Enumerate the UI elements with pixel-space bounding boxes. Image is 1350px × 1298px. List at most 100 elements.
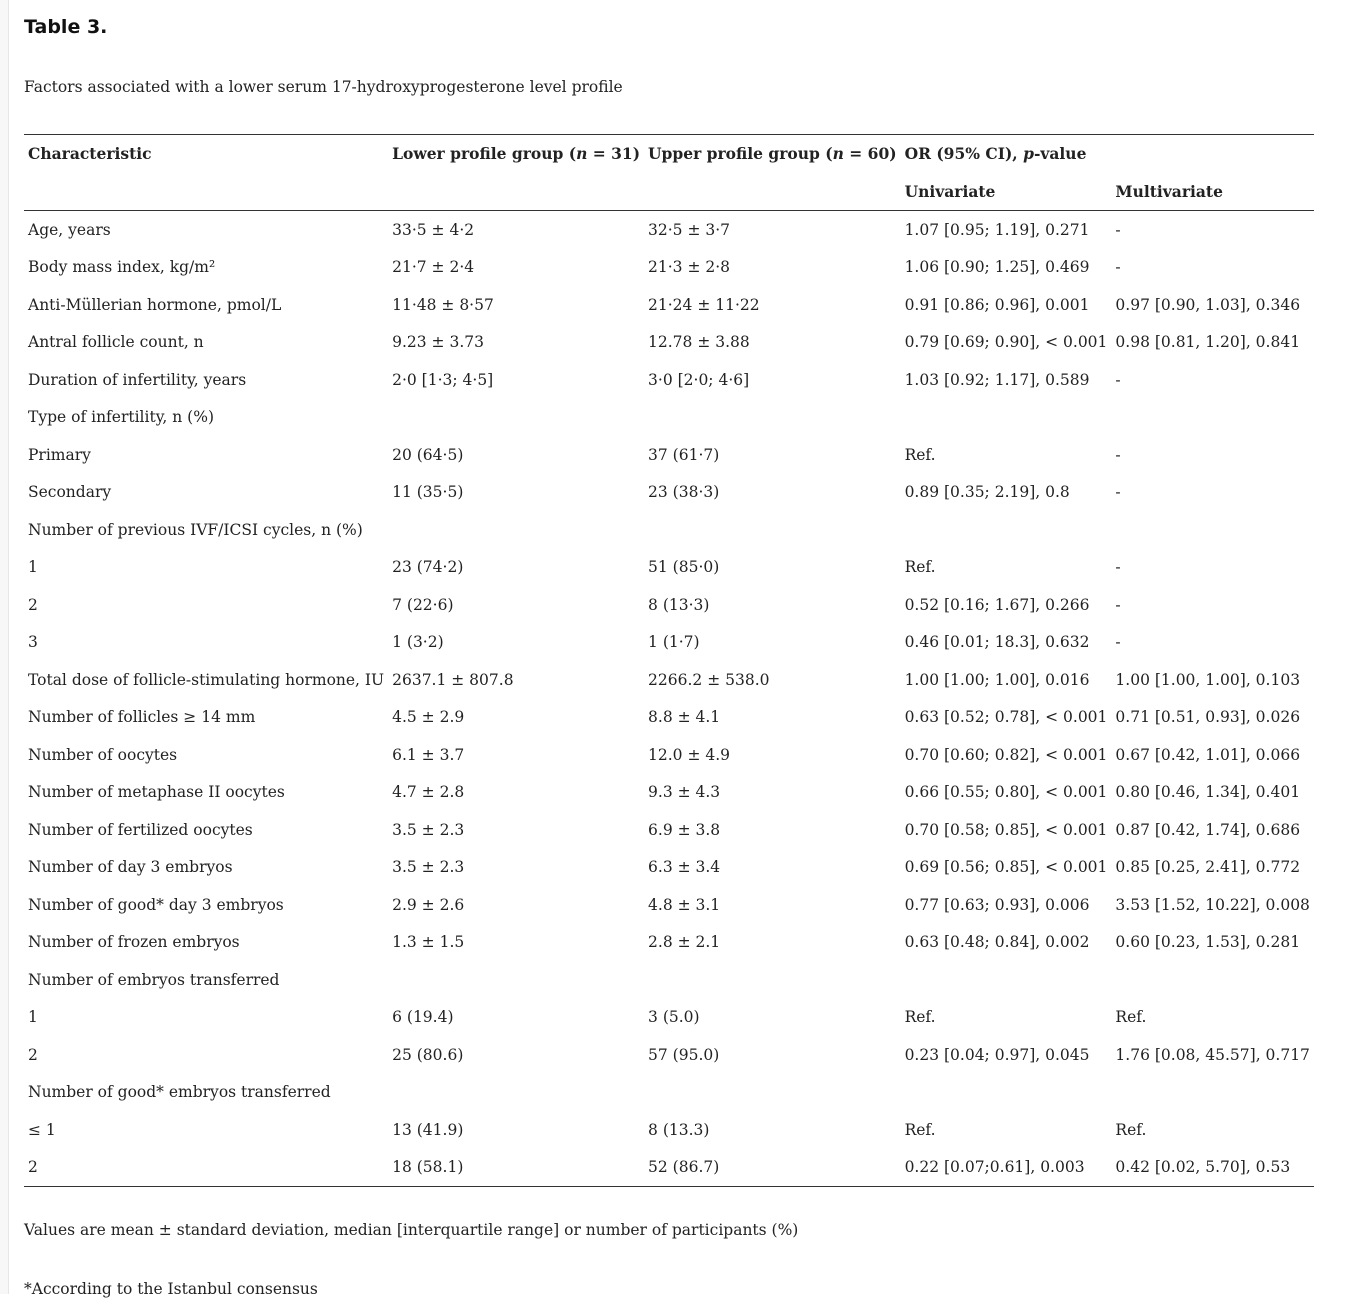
cell-upper-group: 2.8 ± 2.1 (648, 933, 721, 952)
cell-univariate: Ref. (904, 1120, 936, 1139)
table-row: Number of previous IVF/ICSI cycles, n (%… (24, 511, 1314, 549)
cell-univariate: 0.52 [0.16; 1.67], 0.266 (904, 595, 1090, 614)
cell-lower-group: 21·7 ± 2·4 (392, 258, 475, 277)
cell-multivariate: 0.60 [0.23, 1.53], 0.281 (1115, 933, 1301, 952)
cell-multivariate: 0.71 [0.51, 0.93], 0.026 (1115, 708, 1301, 727)
header-subrow: Univariate Multivariate (24, 172, 1314, 211)
cell-lower-group (388, 1074, 644, 1112)
cell-characteristic: Secondary (28, 483, 112, 502)
cell-upper-group: 1 (1·7) (648, 633, 700, 652)
cell-upper-group: 8 (13.3) (648, 1120, 710, 1139)
cell-multivariate (1111, 961, 1314, 999)
cell-lower-group: 11·48 ± 8·57 (392, 295, 494, 314)
table-row: 2 18 (58.1) 52 (86.7) 0.22 [0.07;0.61], 0.0… (24, 1149, 1314, 1187)
cell-multivariate: Ref. (1115, 1008, 1147, 1027)
table-row: Body mass index, kg/m² 21·7 ± 2·4 21·3 ± 2… (24, 249, 1314, 287)
cell-lower-group: 7 (22·6) (392, 595, 454, 614)
cell-multivariate: 0.97 [0.90, 1.03], 0.346 (1115, 295, 1301, 314)
cell-univariate: 0.66 [0.55; 0.80], < 0.001 (904, 783, 1108, 802)
cell-characteristic: Type of infertility, n (%) (28, 408, 214, 427)
cell-lower-group: 3.5 ± 2.3 (392, 820, 465, 839)
cell-lower-group: 33·5 ± 4·2 (392, 220, 475, 239)
cell-characteristic: Total dose of follicle-stimulating hormo… (28, 670, 385, 689)
cell-lower-group: 6.1 ± 3.7 (392, 745, 465, 764)
cell-characteristic: Number of frozen embryos (28, 933, 240, 952)
cell-upper-group: 12.78 ± 3.88 (648, 333, 750, 352)
cell-multivariate (1111, 399, 1314, 437)
cell-upper-group: 32·5 ± 3·7 (648, 220, 731, 239)
cell-multivariate: 3.53 [1.52, 10.22], 0.008 (1115, 895, 1310, 914)
header-row: Characteristic Lower profile group (n = … (24, 135, 1314, 173)
cell-univariate: 1.03 [0.92; 1.17], 0.589 (904, 370, 1090, 389)
cell-characteristic: 2 (28, 595, 38, 614)
cell-univariate (901, 399, 1112, 437)
cell-univariate (901, 511, 1112, 549)
table-row: Number of fertilized oocytes 3.5 ± 2.3 6.9… (24, 811, 1314, 849)
header-lower-group: Lower profile group (n = 31) (392, 144, 641, 164)
table-row: Number of embryos transferred (24, 961, 1314, 999)
cell-characteristic: Age, years (28, 220, 111, 239)
cell-multivariate (1111, 511, 1314, 549)
cell-characteristic: 2 (28, 1045, 38, 1064)
cell-upper-group (644, 961, 901, 999)
cell-multivariate: - (1115, 633, 1121, 652)
cell-upper-group: 37 (61·7) (648, 445, 720, 464)
cell-lower-group: 18 (58.1) (392, 1158, 464, 1177)
table-row: Anti-Müllerian hormone, pmol/L 11·48 ± 8·… (24, 286, 1314, 324)
cell-univariate: Ref. (904, 1008, 936, 1027)
cell-univariate: 0.23 [0.04; 0.97], 0.045 (904, 1045, 1090, 1064)
cell-characteristic: 1 (28, 1008, 38, 1027)
cell-univariate: 0.22 [0.07;0.61], 0.003 (904, 1158, 1085, 1177)
cell-univariate: 0.70 [0.60; 0.82], < 0.001 (904, 745, 1108, 764)
table-row: Duration of infertility, years 2·0 [1·3; … (24, 361, 1314, 399)
cell-characteristic: Number of good* embryos transferred (28, 1083, 331, 1102)
cell-characteristic: 2 (28, 1158, 38, 1177)
table-row: ≤ 1 13 (41.9) 8 (13.3) Ref. Ref. (24, 1111, 1314, 1149)
cell-characteristic: Body mass index, kg/m² (28, 258, 216, 277)
cell-upper-group: 4.8 ± 3.1 (648, 895, 721, 914)
table-row: 2 7 (22·6) 8 (13·3) 0.52 [0.16; 1.67], 0.26… (24, 586, 1314, 624)
cell-univariate: 0.63 [0.52; 0.78], < 0.001 (904, 708, 1108, 727)
table-row: Number of good* embryos transferred (24, 1074, 1314, 1112)
cell-characteristic: Primary (28, 445, 91, 464)
cell-characteristic: ≤ 1 (28, 1120, 56, 1139)
cell-multivariate (1111, 1074, 1314, 1112)
cell-univariate: 0.79 [0.69; 0.90], < 0.001 (904, 333, 1108, 352)
header-or: OR (95% CI), p-value (904, 144, 1087, 164)
cell-multivariate: 1.00 [1.00, 1.00], 0.103 (1115, 670, 1301, 689)
cell-multivariate: - (1115, 595, 1121, 614)
table-title: Table 3. (24, 16, 108, 38)
cell-upper-group: 3 (5.0) (648, 1008, 700, 1027)
cell-characteristic: Number of metaphase II oocytes (28, 783, 285, 802)
cell-univariate (901, 1074, 1112, 1112)
table-row: Number of metaphase II oocytes 4.7 ± 2.8 9… (24, 774, 1314, 812)
cell-univariate: Ref. (904, 445, 936, 464)
table-row: Primary 20 (64·5) 37 (61·7) Ref. - (24, 436, 1314, 474)
cell-lower-group: 9.23 ± 3.73 (392, 333, 484, 352)
cell-characteristic: Antral follicle count, n (28, 333, 204, 352)
cell-multivariate: - (1115, 558, 1121, 577)
cell-multivariate: 1.76 [0.08, 45.57], 0.717 (1115, 1045, 1310, 1064)
cell-characteristic: Number of fertilized oocytes (28, 820, 253, 839)
table-row: Number of follicles ≥ 14 mm 4.5 ± 2.9 8.8 … (24, 699, 1314, 737)
cell-univariate: 0.46 [0.01; 18.3], 0.632 (904, 633, 1090, 652)
cell-multivariate: 0.42 [0.02, 5.70], 0.53 (1115, 1158, 1291, 1177)
table-row: 1 6 (19.4) 3 (5.0) Ref. Ref. (24, 999, 1314, 1037)
table-row: Number of oocytes 6.1 ± 3.7 12.0 ± 4.9 0.70… (24, 736, 1314, 774)
cell-upper-group: 6.9 ± 3.8 (648, 820, 721, 839)
data-table: Characteristic Lower profile group (n = … (24, 134, 1314, 1187)
cell-univariate: Ref. (904, 558, 936, 577)
cell-characteristic: 1 (28, 558, 38, 577)
cell-upper-group: 6.3 ± 3.4 (648, 858, 721, 877)
cell-lower-group: 3.5 ± 2.3 (392, 858, 465, 877)
cell-multivariate: - (1115, 258, 1121, 277)
cell-characteristic: Number of good* day 3 embryos (28, 895, 284, 914)
cell-characteristic: Anti-Müllerian hormone, pmol/L (28, 295, 282, 314)
table-row: Type of infertility, n (%) (24, 399, 1314, 437)
cell-univariate: 1.06 [0.90; 1.25], 0.469 (904, 258, 1090, 277)
cell-characteristic: Duration of infertility, years (28, 370, 247, 389)
cell-upper-group (644, 511, 901, 549)
cell-characteristic: Number of previous IVF/ICSI cycles, n (%… (28, 520, 363, 539)
cell-lower-group (388, 511, 644, 549)
cell-multivariate: 0.98 [0.81, 1.20], 0.841 (1115, 333, 1301, 352)
